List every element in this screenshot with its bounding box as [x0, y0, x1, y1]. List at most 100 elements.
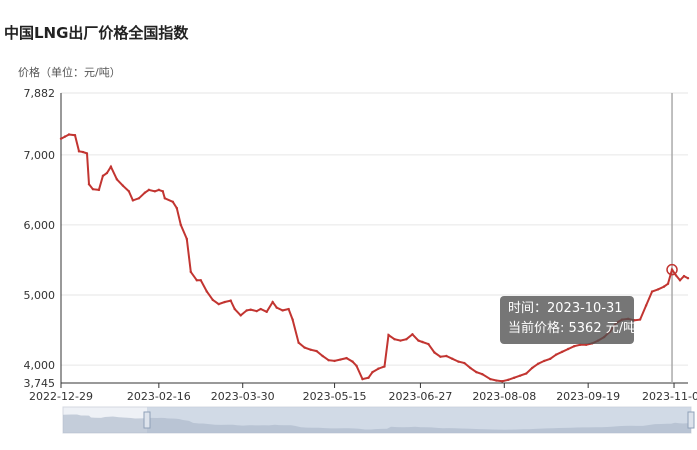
- data-point[interactable]: [185, 237, 188, 241]
- data-point[interactable]: [361, 377, 364, 381]
- data-zoom[interactable]: [62, 406, 695, 434]
- data-point[interactable]: [157, 188, 161, 192]
- data-point[interactable]: [457, 360, 460, 363]
- data-point[interactable]: [271, 300, 274, 304]
- data-point[interactable]: [439, 355, 442, 358]
- data-point[interactable]: [367, 376, 370, 379]
- data-point[interactable]: [543, 359, 546, 363]
- data-point[interactable]: [411, 333, 414, 336]
- data-point[interactable]: [507, 378, 510, 382]
- data-point[interactable]: [105, 171, 109, 175]
- data-point[interactable]: [321, 354, 324, 358]
- data-point[interactable]: [686, 277, 690, 280]
- data-point[interactable]: [153, 190, 157, 193]
- data-zoom-left-handle[interactable]: [143, 411, 151, 429]
- data-point[interactable]: [475, 370, 478, 374]
- data-point[interactable]: [245, 309, 248, 312]
- data-point[interactable]: [531, 366, 534, 370]
- data-point[interactable]: [291, 318, 294, 321]
- data-point[interactable]: [63, 135, 67, 138]
- data-point[interactable]: [666, 282, 670, 286]
- data-point[interactable]: [233, 307, 236, 311]
- data-point[interactable]: [297, 341, 300, 344]
- data-point[interactable]: [519, 374, 522, 377]
- data-point[interactable]: [495, 379, 498, 382]
- data-point[interactable]: [59, 137, 63, 140]
- data-point[interactable]: [211, 298, 214, 302]
- data-point[interactable]: [463, 361, 466, 365]
- data-point[interactable]: [265, 310, 268, 314]
- data-point[interactable]: [345, 356, 348, 360]
- data-point[interactable]: [121, 184, 125, 187]
- data-point[interactable]: [127, 190, 131, 193]
- data-point[interactable]: [131, 199, 135, 202]
- data-point[interactable]: [303, 346, 306, 349]
- data-point[interactable]: [638, 318, 642, 321]
- data-point[interactable]: [115, 178, 119, 181]
- data-point[interactable]: [97, 188, 101, 192]
- data-point[interactable]: [339, 358, 342, 361]
- data-point[interactable]: [101, 174, 105, 178]
- data-point[interactable]: [229, 299, 232, 302]
- data-point[interactable]: [259, 307, 262, 311]
- data-point[interactable]: [489, 377, 492, 381]
- data-point[interactable]: [393, 337, 396, 341]
- series-line[interactable]: [60, 133, 689, 383]
- data-point[interactable]: [137, 197, 141, 200]
- data-point[interactable]: [644, 304, 648, 307]
- data-point[interactable]: [85, 152, 89, 155]
- data-point[interactable]: [399, 339, 402, 342]
- data-point[interactable]: [383, 365, 386, 368]
- data-point[interactable]: [239, 314, 242, 317]
- data-point[interactable]: [281, 309, 284, 312]
- data-point[interactable]: [572, 344, 576, 348]
- data-point[interactable]: [287, 307, 290, 311]
- data-point[interactable]: [561, 350, 564, 354]
- data-point[interactable]: [195, 279, 198, 282]
- data-point[interactable]: [309, 348, 312, 351]
- data-point[interactable]: [87, 183, 91, 186]
- data-point[interactable]: [255, 309, 258, 313]
- data-point[interactable]: [387, 333, 390, 337]
- data-point[interactable]: [549, 357, 552, 361]
- data-point[interactable]: [578, 343, 582, 346]
- data-point[interactable]: [513, 376, 516, 379]
- data-point[interactable]: [405, 337, 408, 341]
- data-point[interactable]: [163, 197, 167, 200]
- data-point[interactable]: [81, 150, 85, 154]
- data-point[interactable]: [427, 342, 430, 346]
- data-point[interactable]: [351, 360, 354, 363]
- data-point[interactable]: [662, 285, 666, 288]
- data-point[interactable]: [451, 357, 454, 361]
- data-point[interactable]: [566, 347, 570, 351]
- data-point[interactable]: [161, 190, 165, 193]
- data-point[interactable]: [584, 343, 588, 346]
- data-point[interactable]: [371, 370, 374, 374]
- data-point[interactable]: [315, 349, 318, 353]
- data-point[interactable]: [355, 364, 358, 368]
- data-point[interactable]: [445, 354, 448, 358]
- data-point[interactable]: [469, 366, 472, 370]
- data-point[interactable]: [656, 288, 660, 291]
- data-point[interactable]: [67, 133, 71, 136]
- data-point[interactable]: [537, 362, 540, 365]
- data-point[interactable]: [189, 270, 192, 274]
- data-point[interactable]: [333, 359, 336, 363]
- data-point[interactable]: [109, 165, 113, 168]
- data-point[interactable]: [481, 373, 484, 376]
- data-point[interactable]: [175, 206, 179, 210]
- data-point[interactable]: [650, 290, 654, 293]
- data-point[interactable]: [143, 191, 147, 194]
- data-zoom-right-handle[interactable]: [687, 411, 695, 429]
- data-point[interactable]: [199, 279, 202, 282]
- data-point[interactable]: [73, 133, 77, 137]
- data-point[interactable]: [674, 274, 678, 277]
- data-point[interactable]: [678, 279, 682, 282]
- hover-marker[interactable]: [666, 263, 678, 276]
- data-point[interactable]: [525, 372, 528, 375]
- data-point[interactable]: [171, 200, 175, 203]
- data-point[interactable]: [377, 367, 380, 370]
- data-point[interactable]: [147, 188, 151, 192]
- data-point[interactable]: [223, 300, 226, 304]
- data-point[interactable]: [555, 353, 558, 356]
